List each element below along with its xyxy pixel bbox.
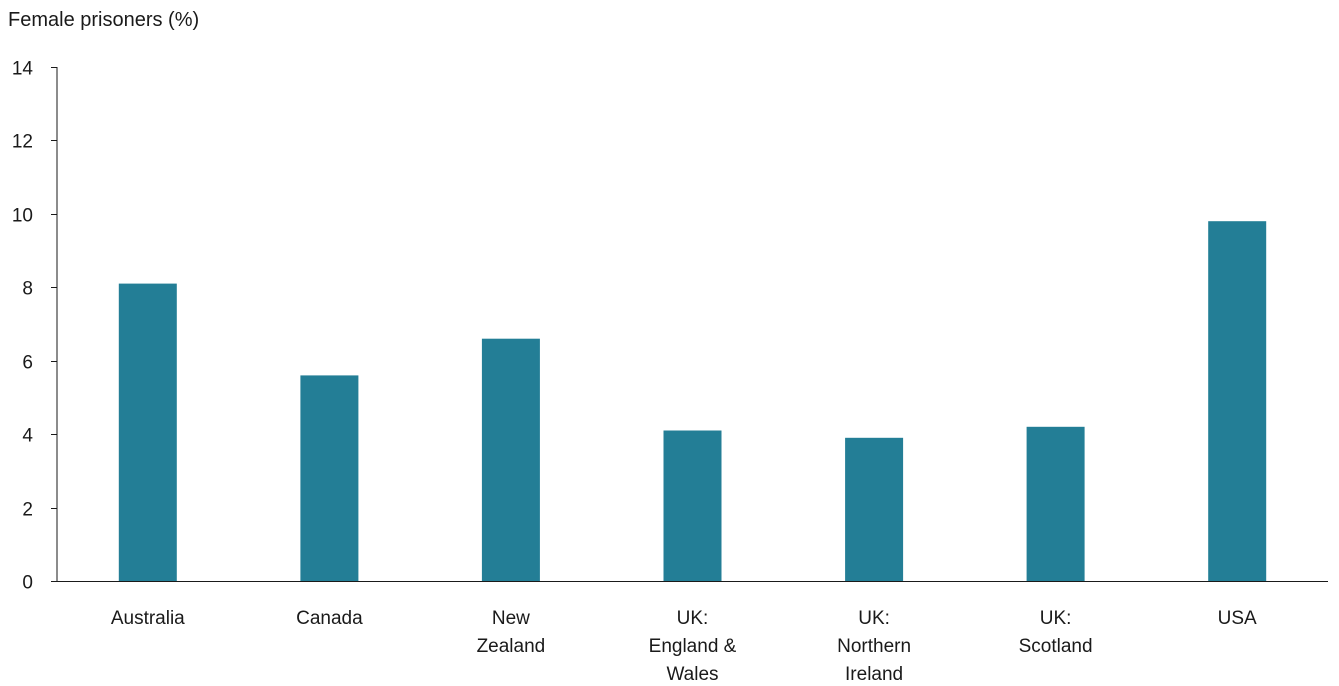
bar (1208, 221, 1266, 581)
x-tick-label: New Zealand (477, 608, 546, 657)
y-tick-label: 0 (22, 573, 33, 594)
x-axis: Australia Canada New Zealand UK: England & Wal… (57, 582, 1328, 686)
x-tick-label: UK: England & Wales (649, 608, 737, 685)
bars (119, 221, 1266, 581)
x-tick-label-line: Northern (837, 636, 911, 657)
x-tick-label: UK: Northern Ireland (837, 608, 911, 685)
x-tick-label-line: Australia (111, 608, 185, 629)
bar (119, 284, 177, 581)
x-tick-label-line: Scotland (1019, 636, 1093, 657)
y-tick-label: 14 (12, 59, 34, 80)
y-tick-label: 4 (22, 426, 33, 447)
y-tick-label: 2 (22, 500, 33, 521)
y-axis: 0 2 4 6 8 10 12 14 (12, 59, 57, 594)
x-tick-label-line: UK: (858, 608, 890, 629)
x-tick-label-line: Wales (666, 664, 718, 685)
bar (845, 438, 903, 581)
y-tick-label: 6 (22, 353, 33, 374)
x-tick-label: Australia (111, 608, 185, 629)
x-tick-label: Canada (296, 608, 363, 629)
x-tick-label-line: New (492, 608, 530, 629)
bar (1027, 427, 1085, 581)
x-tick-label-line: Canada (296, 608, 363, 629)
bar (664, 431, 722, 582)
y-tick-label: 12 (12, 132, 33, 153)
y-tick-label: 10 (12, 206, 33, 227)
x-tick-label-line: England & (649, 636, 737, 657)
x-tick-label: UK: Scotland (1019, 608, 1093, 657)
x-tick-label-line: UK: (677, 608, 709, 629)
y-axis-title: Female prisoners (%) (8, 9, 199, 31)
x-tick-label-line: UK: (1040, 608, 1072, 629)
x-tick-label-line: Zealand (477, 636, 546, 657)
bar (300, 375, 358, 581)
x-tick-label-line: Ireland (845, 664, 903, 685)
bar (482, 339, 540, 581)
y-tick-label: 8 (22, 279, 33, 300)
x-tick-label: USA (1218, 608, 1257, 629)
x-tick-label-line: USA (1218, 608, 1257, 629)
